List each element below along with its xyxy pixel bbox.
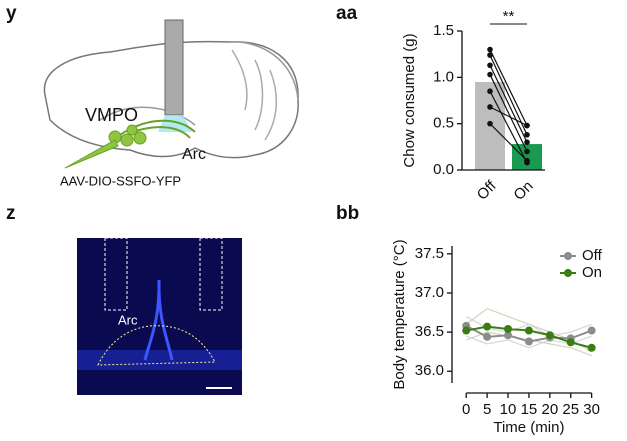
pair-point	[487, 71, 493, 78]
panel-letter: bb	[336, 203, 359, 224]
x-tick-label: 10	[500, 401, 517, 418]
point	[504, 331, 513, 340]
label: Arc	[182, 146, 206, 163]
point	[483, 332, 492, 341]
y-tick-label: 37.0	[415, 284, 444, 301]
panel-letter: y	[6, 3, 17, 24]
y-axis-label: Chow consumed (g)	[401, 33, 418, 167]
fiber-tracks	[104, 237, 223, 311]
micrograph	[77, 238, 242, 395]
micrograph-band	[77, 350, 242, 370]
bar	[512, 144, 542, 170]
third-ventricle	[143, 279, 174, 361]
y-tick-label: 36.0	[415, 362, 444, 379]
pair-line	[489, 54, 528, 136]
y-tick-label: 36.5	[415, 323, 444, 340]
pair-point	[487, 52, 493, 58]
pair-line	[489, 106, 528, 127]
injection-needle	[64, 139, 119, 169]
point	[524, 326, 533, 335]
point	[483, 322, 492, 331]
y-tick-label: 1.0	[433, 68, 454, 85]
legend-marker	[564, 269, 572, 277]
x-tick-label: 30	[583, 401, 600, 418]
point	[587, 343, 596, 352]
label: Arc	[118, 312, 138, 327]
point	[545, 331, 554, 340]
point	[462, 326, 471, 335]
pair-point	[524, 148, 530, 155]
neurons	[108, 119, 196, 147]
pair-line	[489, 90, 528, 163]
y-tick-label: 1.5	[433, 22, 454, 39]
pair-point	[487, 46, 493, 53]
x-axis-label: Time (min)	[493, 419, 564, 436]
legend-label: Off	[582, 247, 603, 264]
x-tick-label: 20	[541, 401, 558, 418]
x-tick-label: 0	[462, 401, 470, 418]
point	[504, 324, 513, 333]
pair-point	[487, 62, 493, 69]
point	[587, 326, 596, 335]
pair-point	[487, 104, 493, 110]
pair-line	[489, 74, 528, 152]
legend-label: On	[582, 264, 602, 281]
y-axis-label: Body temperature (°C)	[391, 239, 408, 389]
pair-line	[489, 49, 528, 126]
panel-letter: aa	[336, 3, 358, 24]
x-tick-label: On	[510, 178, 536, 204]
pair-line	[489, 65, 528, 143]
x-tick-label: 5	[483, 401, 491, 418]
panel-letter: z	[6, 203, 16, 224]
pair-point	[524, 131, 530, 138]
pair-point	[524, 157, 530, 164]
pair-point	[487, 88, 493, 95]
pair-point	[524, 122, 530, 129]
pair-point	[524, 139, 530, 145]
y-tick-label: 0.0	[433, 161, 454, 178]
pair-line	[489, 123, 528, 162]
significance: **	[503, 8, 515, 25]
legend-marker	[564, 252, 572, 260]
optic-fiber	[164, 19, 184, 116]
pair-point	[487, 120, 493, 127]
y-tick-label: 37.5	[415, 245, 444, 262]
y-tick-label: 0.5	[433, 115, 454, 132]
x-tick-label: 15	[521, 401, 538, 418]
point	[524, 337, 533, 346]
point	[566, 338, 575, 347]
label: VMPO	[85, 105, 138, 125]
x-tick-label: Off	[474, 177, 501, 204]
label: AAV-DIO-SSFO-YFP	[60, 173, 181, 188]
arc-outline	[97, 325, 216, 366]
x-tick-label: 25	[562, 401, 579, 418]
